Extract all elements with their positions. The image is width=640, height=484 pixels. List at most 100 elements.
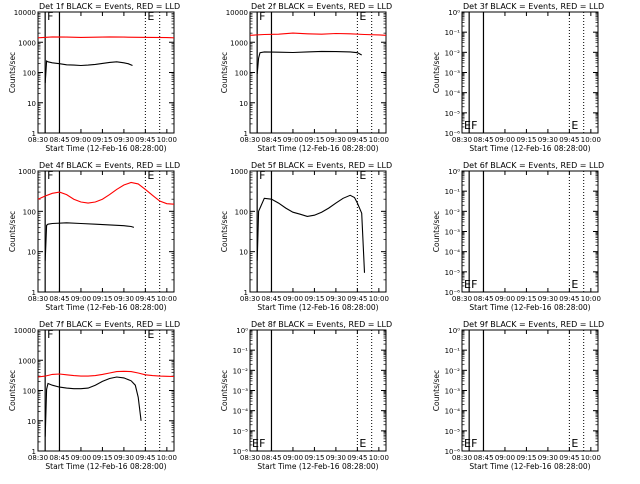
panel-4-axes-frame (37, 170, 175, 293)
panel-3-marker-e-label: E (571, 119, 578, 132)
panel-8-xtick-label: 09:00 (283, 454, 303, 462)
panel-3-marker-e-left-label: E (464, 119, 471, 132)
panel-3-xtick-label: 09:00 (495, 136, 515, 144)
panel-3-xtick-label: 10:00 (581, 136, 601, 144)
panel-4-xtick-label: 09:30 (114, 295, 134, 303)
panel-9-xtick-label: 09:15 (516, 454, 536, 462)
panel-8-marker-e-left-label: E (252, 437, 259, 450)
panel-5-marker-f-label: F (259, 169, 265, 182)
panel-8: Det 8f BLACK = Events, RED = LLD 08:30 08:… (220, 320, 392, 471)
panel-6-xtick-label: 10:00 (581, 295, 601, 303)
panel-7-marker-f-label: F (47, 328, 53, 341)
panel-2-marker-e-label: E (359, 10, 366, 23)
panel-6-marker-f-label: F (471, 278, 477, 291)
panel-5-xtick-label: 10:00 (369, 295, 389, 303)
panel-2-xtick-label: 09:00 (283, 136, 303, 144)
panel-2-xtick-label: 09:45 (347, 136, 367, 144)
panel-3: Det 3f BLACK = Events, RED = LLD 08:30 08:… (432, 2, 604, 153)
panel-7-ytick-label: 10 (27, 418, 36, 426)
panel-1: Det 1f BLACK = Events, RED = LLD 08:30 08:… (8, 2, 180, 153)
panel-7: Det 7f BLACK = Events, RED = LLD 08:30 08:… (8, 320, 180, 471)
panel-2-marker-f-label: F (259, 10, 265, 23)
panel-9-ytick-label: 10⁻⁵ (445, 428, 461, 436)
panel-8-ytick-label: 10⁻⁶ (233, 448, 249, 456)
panel-2: Det 2f BLACK = Events, RED = LLD 08:30 08:… (220, 2, 392, 153)
panel-3-axes-frame (461, 11, 599, 134)
panel-5-ytick-label: 100 (235, 208, 248, 216)
panel-3-ytick-label: 10⁻⁴ (445, 90, 461, 98)
panel-7-xtick-label: 08:30 (28, 454, 48, 462)
panel-7-ytick-label: 100 (23, 388, 36, 396)
panel-5-xtick-label: 08:30 (240, 295, 260, 303)
panel-4-xtick-label: 10:00 (157, 295, 177, 303)
panel-4-xtick-label: 09:45 (135, 295, 155, 303)
panel-4-series-1-line (44, 222, 135, 261)
panel-4-series-2-line (37, 181, 175, 205)
panel-3-marker-f-label: F (471, 119, 477, 132)
panel-8-ytick-label: 10⁻¹ (233, 347, 249, 355)
panel-2-xtick-label: 10:00 (369, 136, 389, 144)
panel-8-xtick-label: 09:15 (304, 454, 324, 462)
panel-6-marker-e-label: E (571, 278, 578, 291)
panel-6-axes-frame (461, 170, 599, 293)
panel-4-xtick-label: 08:45 (49, 295, 69, 303)
panel-7-xtick-label: 09:15 (92, 454, 112, 462)
panel-9-axes-frame (461, 329, 599, 452)
panel-6-ytick-label: 10⁰ (448, 168, 460, 176)
panel-1-ylabel: Counts/sec (8, 52, 17, 93)
panel-6-ytick-label: 10⁻² (445, 208, 461, 216)
panel-6-ytick-label: 10⁻³ (445, 229, 461, 237)
panel-9-ytick-label: 10⁻¹ (445, 347, 461, 355)
panel-7-xtick-label: 08:45 (49, 454, 69, 462)
panel-6-marker-e-left-label: E (464, 278, 471, 291)
panel-3-xtick-label: 09:30 (538, 136, 558, 144)
panel-7-ytick-label: 10000 (14, 327, 36, 335)
panel-5-ylabel: Counts/sec (220, 211, 229, 252)
panel-6-xlabel: Start Time (12-Feb-16 08:28:00) (469, 303, 590, 312)
panel-6-xtick-label: 09:00 (495, 295, 515, 303)
panel-2-series-2-line (249, 32, 387, 36)
panel-9-ylabel: Counts/sec (432, 370, 441, 411)
panel-9-ytick-label: 10⁻⁴ (445, 408, 461, 416)
panel-1-xtick-label: 08:45 (49, 136, 69, 144)
panel-3-xtick-label: 09:15 (516, 136, 536, 144)
panel-4-xtick-label: 09:15 (92, 295, 112, 303)
panel-1-xtick-label: 09:45 (135, 136, 155, 144)
panel-2-series-1-line (256, 50, 362, 74)
panel-9-xtick-label: 09:45 (559, 454, 579, 462)
panel-1-xtick-label: 09:00 (71, 136, 91, 144)
panel-5-axes-frame (249, 170, 387, 293)
panel-1-ytick-label: 1 (32, 130, 36, 138)
panel-9-title: Det 9f BLACK = Events, RED = LLD (463, 320, 604, 329)
panel-4-xtick-label: 09:00 (71, 295, 91, 303)
panel-9-ytick-label: 10⁻² (445, 367, 461, 375)
panel-1-series-1-line (44, 60, 133, 84)
panel-4-marker-e-label: E (147, 169, 154, 182)
panel-5-xtick-label: 09:45 (347, 295, 367, 303)
panel-4-ytick-label: 1000 (18, 168, 36, 176)
panel-6-xtick-label: 09:45 (559, 295, 579, 303)
panel-5-ytick-label: 10 (239, 249, 248, 257)
panel-7-xtick-label: 10:00 (157, 454, 177, 462)
panel-3-ytick-label: 10⁰ (448, 9, 460, 17)
panel-7-ytick-label: 1000 (18, 357, 36, 365)
panel-6-title: Det 6f BLACK = Events, RED = LLD (463, 161, 604, 170)
panel-9: Det 9f BLACK = Events, RED = LLD 08:30 08:… (432, 320, 604, 471)
panel-8-ylabel: Counts/sec (220, 370, 229, 411)
panel-1-ytick-label: 10 (27, 100, 36, 108)
panel-2-ytick-label: 10 (239, 100, 248, 108)
panel-8-ytick-label: 10⁻³ (233, 388, 249, 396)
panel-9-xtick-label: 09:00 (495, 454, 515, 462)
panel-8-xtick-label: 09:30 (326, 454, 346, 462)
panel-4-title: Det 4f BLACK = Events, RED = LLD (39, 161, 180, 170)
panel-9-ytick-label: 10⁰ (448, 327, 460, 335)
panel-5-xtick-label: 09:00 (283, 295, 303, 303)
panel-8-title: Det 8f BLACK = Events, RED = LLD (251, 320, 392, 329)
panel-8-xtick-label: 08:30 (240, 454, 260, 462)
panel-5-xtick-label: 09:30 (326, 295, 346, 303)
panel-5-ytick-label: 1 (244, 289, 248, 297)
panel-2-title: Det 2f BLACK = Events, RED = LLD (251, 2, 392, 11)
panel-6-ytick-label: 10⁻⁶ (445, 289, 461, 297)
